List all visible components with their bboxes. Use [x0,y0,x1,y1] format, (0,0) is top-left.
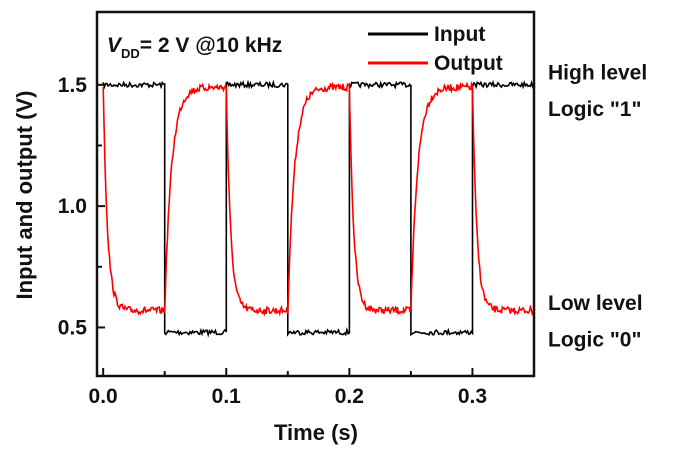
y-tick-label: 0.5 [58,316,88,339]
annotation-low-level: Low level [548,292,643,315]
series-input-line [102,79,535,338]
x-tick-label: 0.0 [89,385,118,408]
x-tick-label: 0.2 [335,385,364,408]
axis-ticks: 0.0 0.1 0.2 0.3 0.5 1.0 1.5 [58,74,487,408]
annotation-logic-1: Logic "1" [548,98,641,121]
y-tick-label: 1.5 [58,74,88,97]
x-tick-label: 0.3 [458,385,487,408]
legend-label-output: Output [434,52,503,75]
y-tick-label: 1.0 [58,195,87,218]
x-tick-label: 0.1 [212,385,242,408]
series-output-line [102,80,535,317]
condition-var: V [107,34,123,57]
legend-label-input: Input [434,23,485,46]
annotation-high-level: High level [548,62,647,85]
condition-value: = 2 V @10 kHz [140,34,282,57]
legend: Input Output [368,23,503,75]
plot-frame [95,10,536,378]
annotation-logic-0: Logic "0" [548,329,641,352]
condition-label: VDD= 2 V @10 kHz [107,34,282,61]
x-axis-label: Time (s) [274,420,358,445]
condition-sub: DD [121,46,140,61]
series-lines [102,79,535,338]
y-axis-label: Input and output (V) [12,91,37,300]
